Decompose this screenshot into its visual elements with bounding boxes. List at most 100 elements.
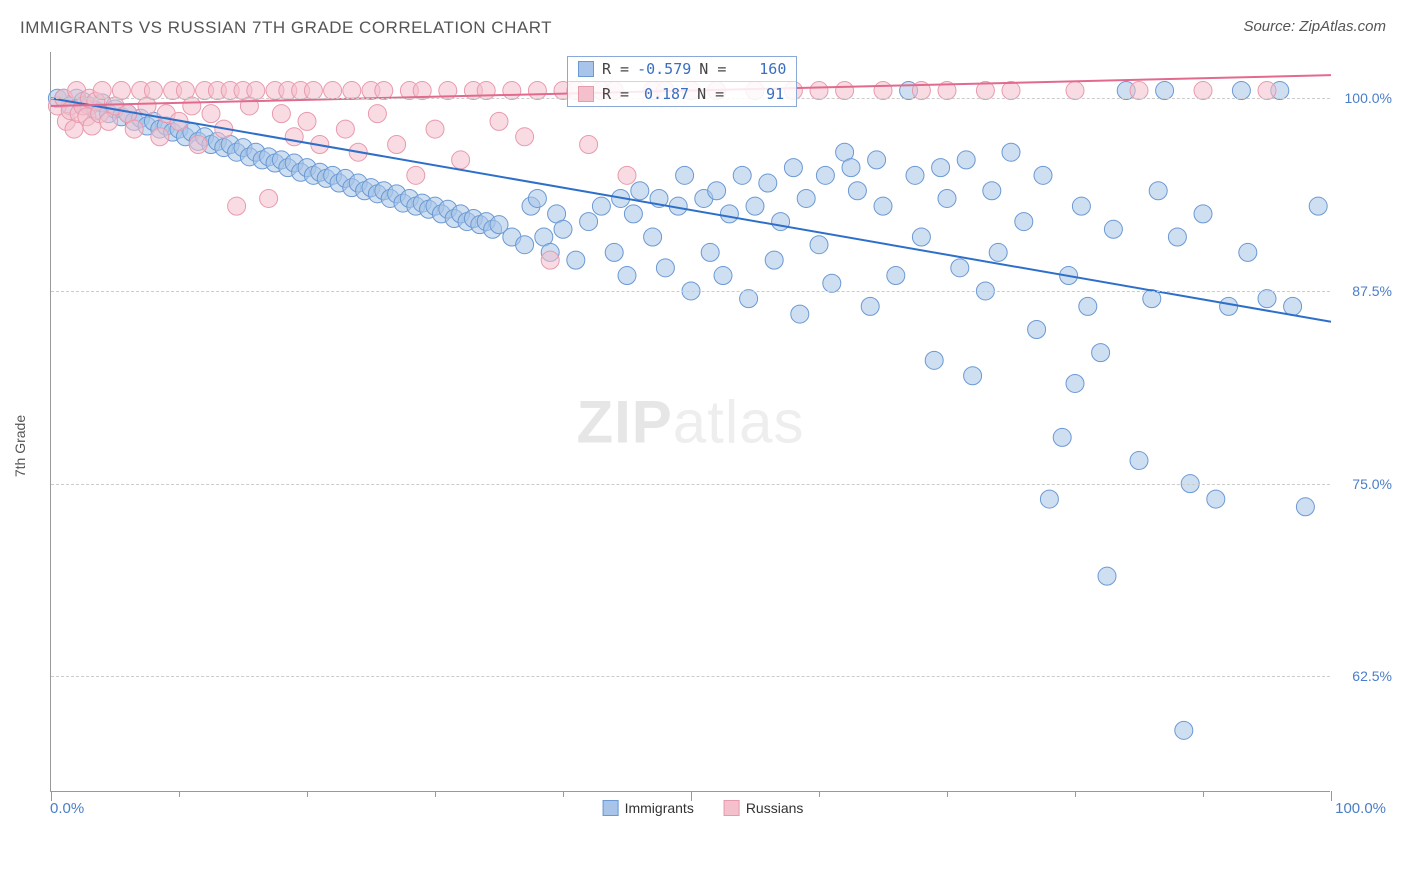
data-point <box>810 236 828 254</box>
legend-label: Russians <box>746 800 804 816</box>
data-point <box>125 120 143 138</box>
chart-title: IMMIGRANTS VS RUSSIAN 7TH GRADE CORRELAT… <box>20 18 552 38</box>
data-point <box>823 274 841 292</box>
xtick-mark <box>435 791 436 797</box>
data-point <box>452 151 470 169</box>
data-point <box>477 82 495 100</box>
data-point <box>618 267 636 285</box>
data-point <box>490 112 508 130</box>
correlation-legend: R = -0.579 N = 160 R = 0.187 N = 91 <box>567 56 797 107</box>
ytick-label: 87.5% <box>1352 283 1392 299</box>
data-point <box>1066 374 1084 392</box>
data-point <box>189 136 207 154</box>
legend-swatch <box>603 800 619 816</box>
data-point <box>336 120 354 138</box>
data-point <box>772 213 790 231</box>
data-point <box>784 159 802 177</box>
r-label: R = <box>602 60 629 78</box>
data-point <box>925 351 943 369</box>
data-point <box>567 251 585 269</box>
data-point <box>938 189 956 207</box>
data-point <box>957 151 975 169</box>
data-point <box>516 236 534 254</box>
y-axis-label: 7th Grade <box>12 415 28 477</box>
data-point <box>740 290 758 308</box>
data-point <box>1098 567 1116 585</box>
data-point <box>1258 82 1276 100</box>
data-point <box>1053 428 1071 446</box>
n-value: 91 <box>732 85 784 103</box>
data-point <box>605 243 623 261</box>
data-point <box>541 251 559 269</box>
data-point <box>580 213 598 231</box>
data-point <box>1258 290 1276 308</box>
r-value: -0.579 <box>637 60 691 78</box>
correlation-row: R = -0.579 N = 160 <box>568 57 796 82</box>
data-point <box>1028 321 1046 339</box>
data-point <box>932 159 950 177</box>
data-point <box>112 82 130 100</box>
data-point <box>759 174 777 192</box>
data-point <box>228 197 246 215</box>
data-point <box>151 128 169 146</box>
correlation-row: R = 0.187 N = 91 <box>568 82 796 106</box>
ytick-label: 100.0% <box>1345 90 1392 106</box>
data-point <box>1296 498 1314 516</box>
data-point <box>989 243 1007 261</box>
data-point <box>247 82 265 100</box>
data-point <box>644 228 662 246</box>
data-point <box>1175 721 1193 739</box>
x-axis-end-label: 100.0% <box>1335 800 1386 817</box>
xtick-mark <box>1331 791 1332 801</box>
data-point <box>503 82 521 100</box>
data-point <box>887 267 905 285</box>
gridline <box>51 484 1330 485</box>
legend-item: Immigrants <box>603 800 694 816</box>
data-point <box>836 82 854 100</box>
data-point <box>388 136 406 154</box>
data-point <box>1130 452 1148 470</box>
scatter-svg <box>51 52 1330 791</box>
data-point <box>848 182 866 200</box>
data-point <box>1239 243 1257 261</box>
data-point <box>861 297 879 315</box>
chart-container: IMMIGRANTS VS RUSSIAN 7TH GRADE CORRELAT… <box>0 0 1406 892</box>
ytick-label: 62.5% <box>1352 668 1392 684</box>
data-point <box>1168 228 1186 246</box>
data-point <box>368 105 386 123</box>
n-label: N = <box>699 60 726 78</box>
gridline <box>51 676 1330 677</box>
xtick-mark <box>179 791 180 797</box>
xtick-mark <box>1075 791 1076 797</box>
data-point <box>1284 297 1302 315</box>
data-point <box>816 166 834 184</box>
data-point <box>1309 197 1327 215</box>
data-point <box>298 112 316 130</box>
data-point <box>260 189 278 207</box>
legend-item: Russians <box>724 800 804 816</box>
data-point <box>516 128 534 146</box>
source-text: Source: ZipAtlas.com <box>1243 18 1386 35</box>
data-point <box>304 82 322 100</box>
data-point <box>324 82 342 100</box>
data-point <box>701 243 719 261</box>
data-point <box>1002 82 1020 100</box>
legend-swatch <box>578 61 594 77</box>
gridline <box>51 291 1330 292</box>
data-point <box>797 189 815 207</box>
data-point <box>1002 143 1020 161</box>
data-point <box>810 82 828 100</box>
xtick-mark <box>307 791 308 797</box>
data-point <box>631 182 649 200</box>
data-point <box>144 82 162 100</box>
data-point <box>528 82 546 100</box>
data-point <box>1015 213 1033 231</box>
data-point <box>624 205 642 223</box>
data-point <box>1040 490 1058 508</box>
r-label: R = <box>602 85 629 103</box>
data-point <box>1066 82 1084 100</box>
data-point <box>1079 297 1097 315</box>
legend-bottom: Immigrants Russians <box>603 800 804 816</box>
data-point <box>1092 344 1110 362</box>
data-point <box>554 220 572 238</box>
